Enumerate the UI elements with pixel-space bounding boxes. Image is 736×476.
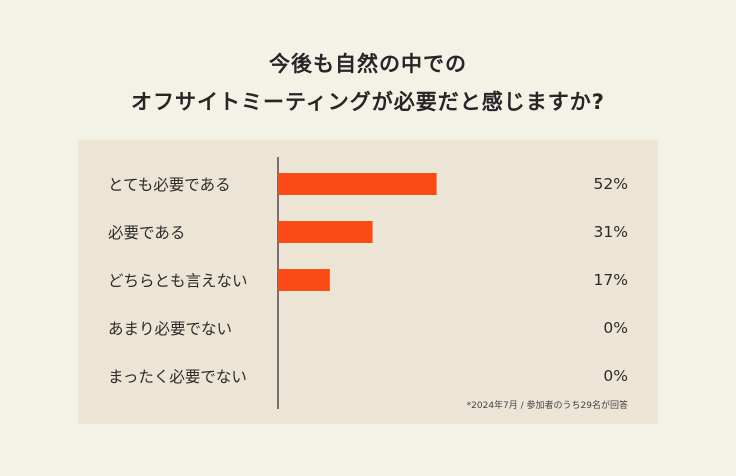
- bar-0: [278, 173, 437, 195]
- value-label-0: 52%: [593, 175, 628, 193]
- value-label-2: 17%: [593, 271, 628, 289]
- bar-2: [278, 269, 330, 291]
- category-label-1: 必要である: [108, 224, 186, 242]
- value-label-3: 0%: [603, 319, 628, 337]
- category-label-3: あまり必要でない: [108, 320, 233, 338]
- chart-title-line2: オフサイトミーティングが必要だと感じますか?: [131, 90, 605, 114]
- footnote: *2024年7月 / 参加者のうち29名が回答: [466, 401, 628, 411]
- value-label-4: 0%: [603, 367, 628, 385]
- value-label-1: 31%: [593, 223, 628, 241]
- bar-chart: [277, 157, 437, 409]
- category-label-2: どちらとも言えない: [108, 272, 248, 290]
- category-label-0: とても必要である: [108, 176, 231, 194]
- chart-panel: *2024年7月 / 参加者のうち29名が回答 とても必要である 52% 必要である…: [78, 140, 658, 424]
- bar-1: [278, 221, 373, 243]
- category-label-4: まったく必要でない: [108, 368, 247, 386]
- chart-title-line1: 今後も自然の中での: [269, 52, 467, 76]
